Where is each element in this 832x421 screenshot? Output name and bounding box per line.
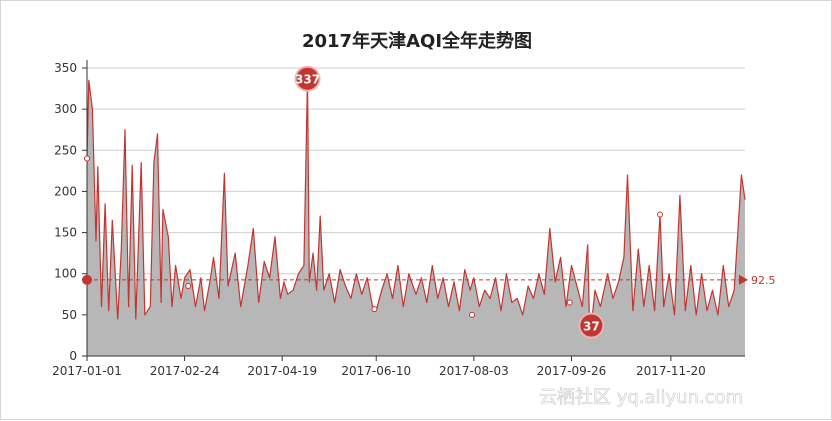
chart-title: 2017年天津AQI全年走势图	[302, 30, 532, 52]
y-tick-label: 50	[62, 308, 77, 322]
data-point	[84, 155, 90, 162]
data-point	[657, 211, 664, 218]
x-tick-label: 2017-08-03	[439, 364, 509, 378]
data-point	[185, 283, 192, 290]
average-line-label: 92.5	[751, 274, 776, 287]
series-area	[86, 78, 746, 356]
x-tick-label: 2017-09-26	[537, 364, 607, 378]
average-line-arrow	[739, 274, 748, 285]
average-line-start	[82, 274, 92, 285]
axes: 0 50 100 150 200 250 300 350 2017-01-01 2017-02-2…	[52, 60, 745, 378]
max-value-marker	[294, 65, 321, 92]
x-tick-label: 2017-04-19	[247, 364, 317, 378]
y-tick-label: 300	[54, 102, 77, 116]
grid-lines	[87, 67, 745, 316]
data-point	[566, 299, 573, 306]
min-value-label: 37	[583, 320, 600, 334]
x-tick-label: 2017-06-10	[341, 364, 411, 378]
markers: 92.5 337 37	[82, 65, 776, 339]
data-point	[469, 311, 476, 318]
y-tick-label: 0	[69, 349, 77, 363]
y-tick-label: 100	[54, 267, 77, 281]
x-tick-label: 2017-11-20	[636, 364, 706, 378]
x-tick-label: 2017-01-01	[52, 364, 122, 378]
y-tick-label: 150	[54, 226, 77, 240]
min-value-marker	[578, 312, 605, 339]
series-line	[86, 78, 746, 327]
area-fill	[87, 78, 745, 356]
data-point	[371, 306, 378, 313]
watermark-text: 云栖社区 yq.aliyun.com	[539, 387, 743, 408]
max-value-label: 337	[295, 73, 320, 87]
y-tick-label: 350	[54, 61, 77, 75]
y-tick-label: 200	[54, 184, 77, 198]
y-tick-label: 250	[54, 143, 77, 157]
x-tick-label: 2017-02-24	[150, 364, 220, 378]
